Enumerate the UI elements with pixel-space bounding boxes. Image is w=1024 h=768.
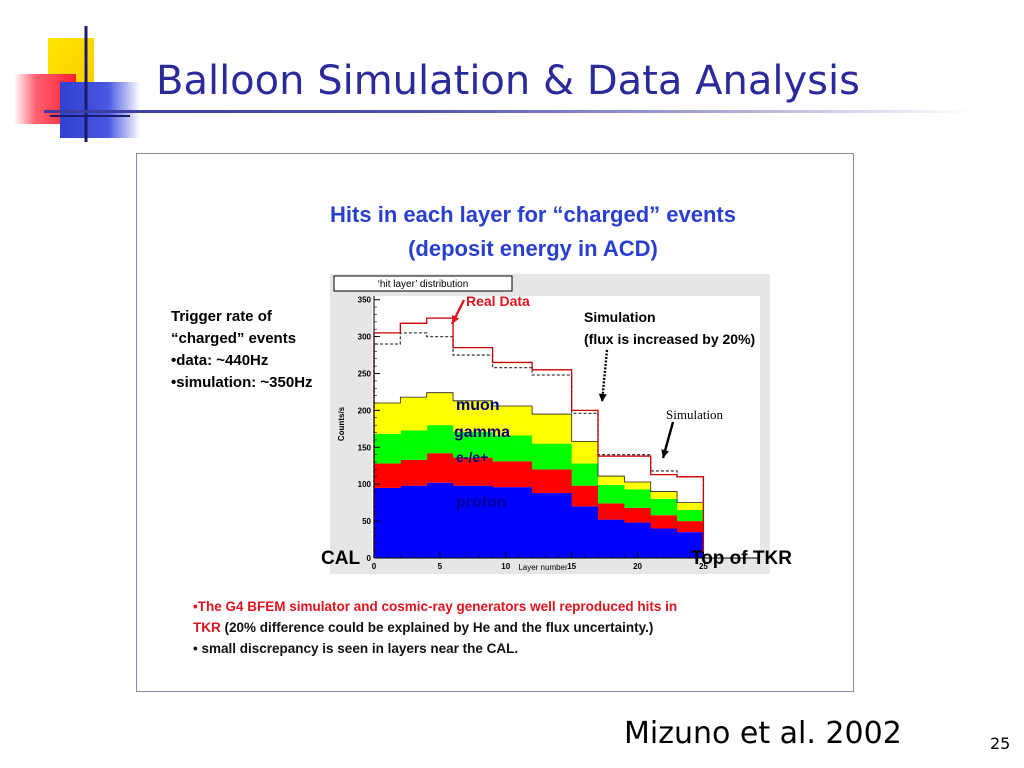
bar-muon-2 [426,392,454,426]
real-data-arrow-head [452,315,460,324]
note-line: “charged” events [171,330,297,347]
bar-muon-0 [374,403,401,435]
chart-title-box [333,275,513,292]
bar-proton-3 [453,485,494,558]
bar-ee-8 [624,507,652,523]
note-line: •data: ~440Hz [171,352,269,369]
conclusion-line-2: (20% difference could be explained by He… [220,620,654,635]
bar-muon-5 [532,414,573,444]
x-tick-label: 25 [699,562,708,571]
note-line: Trigger rate of [171,308,272,325]
bar-gamma-8 [624,489,652,508]
real-data-histogram [373,317,705,558]
bar-muon-10 [677,502,704,511]
conclusion-tkr: TKR [193,620,221,635]
y-tick-label: 200 [358,406,372,415]
bar-muon-9 [650,491,678,499]
label-muon: muon [456,397,500,414]
bar-muon-7 [598,476,625,485]
title-divider [44,110,974,113]
trigger-rate-note: Trigger rate of “charged” events •data: … [171,306,313,394]
y-tick-label: 300 [358,333,372,342]
simulation-flux-arrow-head [598,393,607,402]
bar-gamma-9 [650,498,678,516]
bar-gamma-1 [400,430,428,460]
y-tick-label: 350 [358,296,372,305]
bar-gamma-3 [453,431,494,458]
conclusion-line-1: •The G4 BFEM simulator and cosmic-ray ge… [193,599,678,614]
simulation-arrow-head [661,449,669,458]
page-number: 25 [990,734,1011,753]
conclusion-notes: •The G4 BFEM simulator and cosmic-ray ge… [193,596,677,659]
bar-gamma-0 [374,434,401,464]
bar-proton-7 [598,519,625,558]
bar-ee-3 [453,457,494,486]
simulation-flux-arrow [600,349,609,403]
x-tick-label: 20 [633,562,642,571]
x-tick-label: 0 [372,562,377,571]
label-gamma: gamma [454,424,510,441]
bar-muon-8 [624,481,652,490]
conclusion-line-3: • small discrepancy is seen in layers ne… [193,641,519,656]
citation: Mizuno et al. 2002 [624,716,902,751]
slide-logo [14,26,140,142]
bar-gamma-7 [598,484,625,504]
annotation-simulation-serif: Simulation [666,407,724,422]
bar-ee-7 [598,503,625,520]
bar-proton-5 [532,493,573,558]
bar-muon-4 [492,405,533,436]
bar-ee-4 [492,461,533,488]
bar-ee-1 [400,459,428,486]
bar-gamma-2 [426,425,454,454]
bar-muon-1 [400,397,428,431]
bar-gamma-4 [492,435,533,462]
bar-proton-1 [400,485,428,558]
simulation-histogram [373,332,705,558]
y-tick-label: 50 [362,517,371,526]
bar-proton-0 [374,487,401,558]
bar-proton-6 [571,506,599,558]
figure-title-line-2: (deposit energy in ACD) [408,236,658,261]
y-tick-label: 250 [358,369,372,378]
y-axis-label: Counts/s [337,406,346,441]
x-axis-label: Layer number [518,563,568,572]
y-tick-label: 150 [358,443,372,452]
figure-title-line-1: Hits in each layer for “charged” events [330,202,736,227]
label-proton: proton [456,494,507,511]
annotation-real-data: Real Data [466,293,530,309]
x-tick-label: 5 [438,562,443,571]
bar-proton-4 [492,487,533,558]
top-of-tkr-label: Top of TKR [691,548,792,569]
bar-proton-9 [650,528,678,558]
bar-ee-5 [532,469,573,494]
cal-label: CAL [321,548,361,569]
annotation-flux-increased: (flux is increased by 20%) [584,331,755,347]
bar-gamma-6 [571,463,599,486]
bar-ee-6 [571,485,599,507]
bar-gamma-5 [532,443,573,470]
annotation-simulation: Simulation [584,309,656,325]
bar-ee-9 [650,515,678,529]
chart-title: ‘hit layer’ distribution [378,279,469,290]
note-line: •simulation: ~350Hz [171,374,313,391]
bar-proton-2 [426,482,454,558]
hit-layer-chart: ‘hit layer’ distribution 050100150200250… [330,274,770,574]
figure-frame: Hits in each layer for “charged” events … [136,153,854,692]
bar-ee-2 [426,453,454,483]
bar-ee-10 [677,521,704,533]
bar-proton-10 [677,532,704,558]
y-tick-label: 100 [358,480,372,489]
stack-outline [373,392,704,558]
slide-title: Balloon Simulation & Data Analysis [156,58,860,104]
bar-gamma-10 [677,510,704,522]
x-tick-label: 10 [501,562,510,571]
label-electron: e-/e+ [456,449,488,465]
bar-muon-3 [453,400,494,432]
x-tick-label: 15 [567,562,576,571]
bar-muon-6 [571,441,599,464]
y-tick-label: 0 [367,554,372,563]
